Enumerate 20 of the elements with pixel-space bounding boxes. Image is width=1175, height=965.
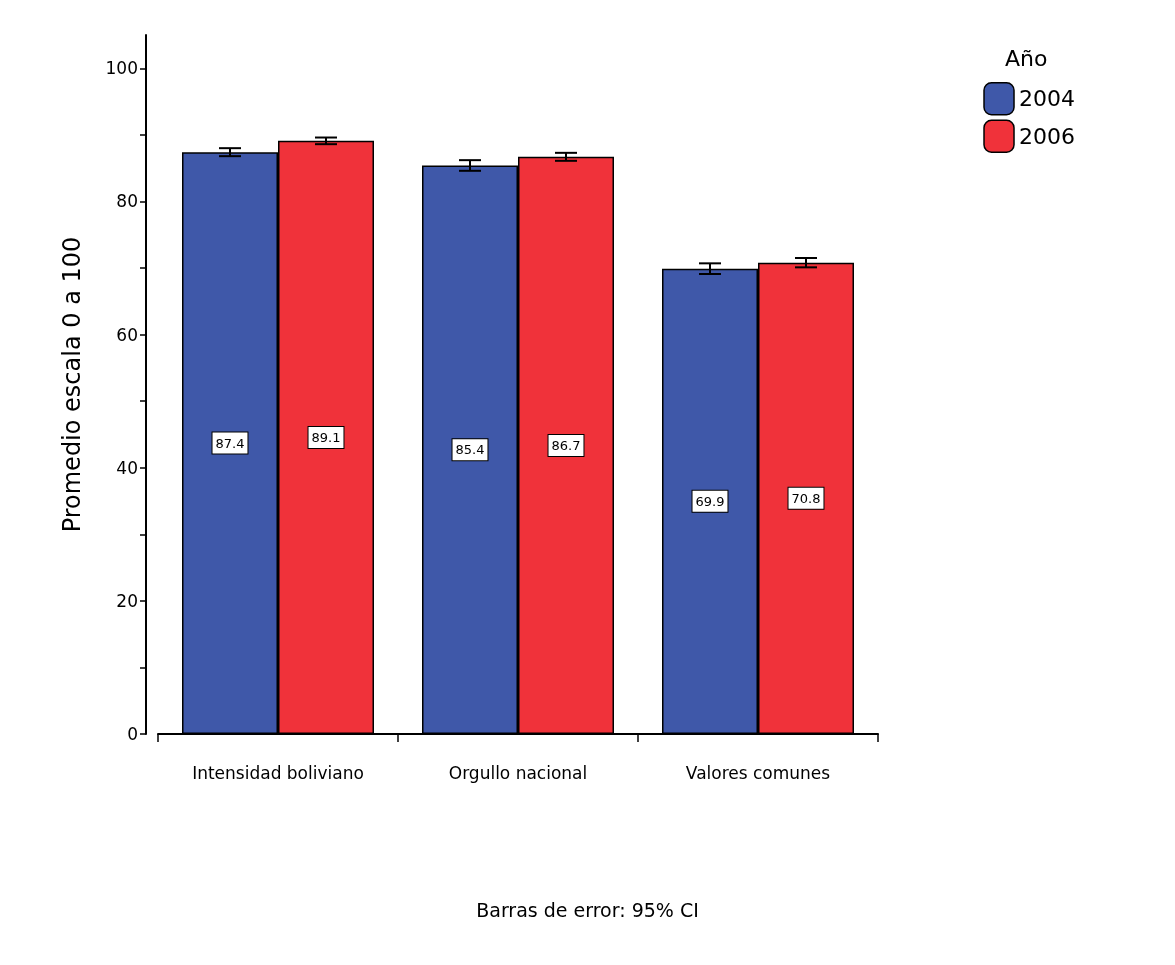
data-label: 70.8 (791, 490, 821, 506)
x-tick-label: Valores comunes (685, 762, 831, 783)
data-label: 89.1 (311, 429, 341, 445)
data-label: 87.4 (215, 435, 245, 451)
legend-label: 2004 (1019, 86, 1076, 112)
y-axis-title: Promedio escala 0 a 100 (58, 236, 86, 533)
text: Barras de error: 95% CI (476, 898, 699, 921)
y-tick-label: 40 (116, 457, 138, 478)
y-tick-label: 100 (105, 58, 138, 79)
x-tick-label: Intensidad boliviano (192, 762, 364, 783)
data-label: 85.4 (455, 442, 485, 458)
x-tick-label: Orgullo nacional (448, 762, 588, 783)
data-label: 86.7 (551, 437, 581, 453)
y-tick-label: 80 (116, 191, 138, 212)
data-label: 69.9 (695, 493, 725, 509)
y-tick-label: 60 (116, 324, 138, 345)
y-tick-label: 0 (127, 724, 138, 744)
legend-label: 2006 (1019, 123, 1076, 149)
legend-title: Año (1005, 45, 1048, 71)
y-tick-label: 20 (116, 590, 138, 611)
